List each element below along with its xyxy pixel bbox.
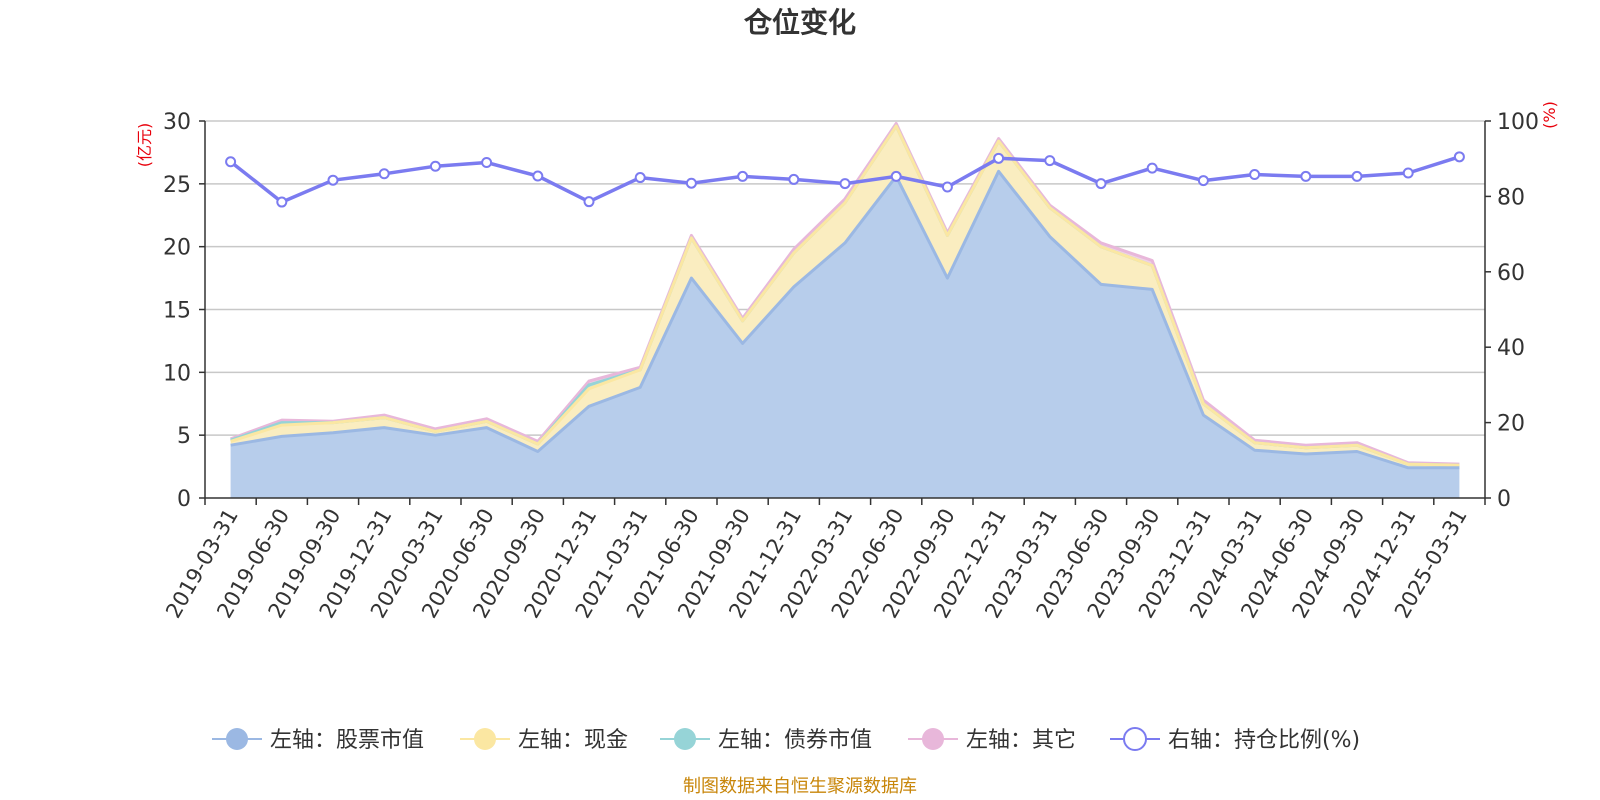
- legend: 左轴：股票市值 左轴：现金 左轴：债券市值 左轴：其它 右轴：持仓比例(%): [212, 727, 1360, 753]
- ratio-point: [378, 168, 390, 180]
- ratio-point: [1249, 169, 1261, 181]
- legend-label: 左轴：股票市值: [270, 728, 424, 753]
- area-edge-1: [230, 124, 1460, 467]
- legend-item: 左轴：债券市值: [660, 728, 872, 753]
- ratio-point: [685, 177, 697, 189]
- right-tick-label: 80: [1497, 185, 1525, 210]
- ratio-point: [481, 156, 493, 168]
- right-tick-label: 40: [1497, 336, 1525, 361]
- ratio-point: [634, 172, 646, 184]
- left-axis-unit: (亿元): [135, 123, 154, 168]
- ratio-point: [788, 173, 800, 185]
- area-edge-3: [230, 122, 1460, 466]
- ratio-point: [1044, 155, 1056, 167]
- left-tick-label: 20: [163, 236, 191, 261]
- ratio-point: [737, 170, 749, 182]
- ratio-point: [429, 160, 441, 172]
- ratio-point: [276, 196, 288, 208]
- left-tick-label: 15: [163, 299, 191, 324]
- left-tick-label: 5: [177, 424, 191, 449]
- area-fill-0: [230, 171, 1460, 499]
- left-tick-label: 0: [177, 487, 191, 512]
- chart-title: 仓位变化: [744, 6, 856, 39]
- data-source-footer: 制图数据来自恒生聚源数据库: [683, 776, 917, 797]
- ratio-point: [1453, 151, 1465, 163]
- ratio-point: [1146, 162, 1158, 174]
- legend-marker: [922, 728, 944, 750]
- legend-label: 左轴：现金: [518, 728, 628, 753]
- legend-item: 左轴：股票市值: [212, 728, 424, 753]
- area-edge-0: [230, 169, 1460, 470]
- right-tick-label: 60: [1497, 261, 1525, 286]
- right-tick-label: 100: [1497, 110, 1539, 135]
- legend-label: 左轴：其它: [966, 728, 1076, 753]
- legend-marker: [674, 728, 696, 750]
- ratio-point: [941, 181, 953, 193]
- ratio-point: [1300, 170, 1312, 182]
- legend-marker: [474, 728, 496, 750]
- ratio-point: [327, 174, 339, 186]
- ratio-point: [1351, 170, 1363, 182]
- right-tick-label: 0: [1497, 487, 1511, 512]
- legend-item: 右轴：持仓比例(%): [1110, 727, 1360, 753]
- ratio-point: [993, 152, 1005, 164]
- right-tick-label: 20: [1497, 412, 1525, 437]
- ratio-line-series: [225, 151, 1465, 208]
- ratio-point: [839, 178, 851, 190]
- right-axis-unit: (%): [1540, 101, 1559, 129]
- ratio-point: [583, 196, 595, 208]
- ratio-point: [1095, 178, 1107, 190]
- legend-label: 左轴：债券市值: [718, 728, 872, 753]
- legend-item: 左轴：其它: [908, 728, 1076, 753]
- ratio-point: [1197, 175, 1209, 187]
- left-tick-label: 10: [163, 361, 191, 386]
- legend-marker: [1123, 727, 1147, 751]
- ratio-point: [1402, 167, 1414, 179]
- area-series: [230, 122, 1460, 499]
- ratio-point: [890, 170, 902, 182]
- ratio-point: [532, 170, 544, 182]
- legend-item: 左轴：现金: [460, 728, 628, 753]
- left-tick-label: 30: [163, 110, 191, 135]
- ratio-point: [225, 156, 237, 168]
- legend-label: 右轴：持仓比例(%): [1168, 728, 1360, 753]
- legend-marker: [226, 728, 248, 750]
- left-tick-label: 25: [163, 173, 191, 198]
